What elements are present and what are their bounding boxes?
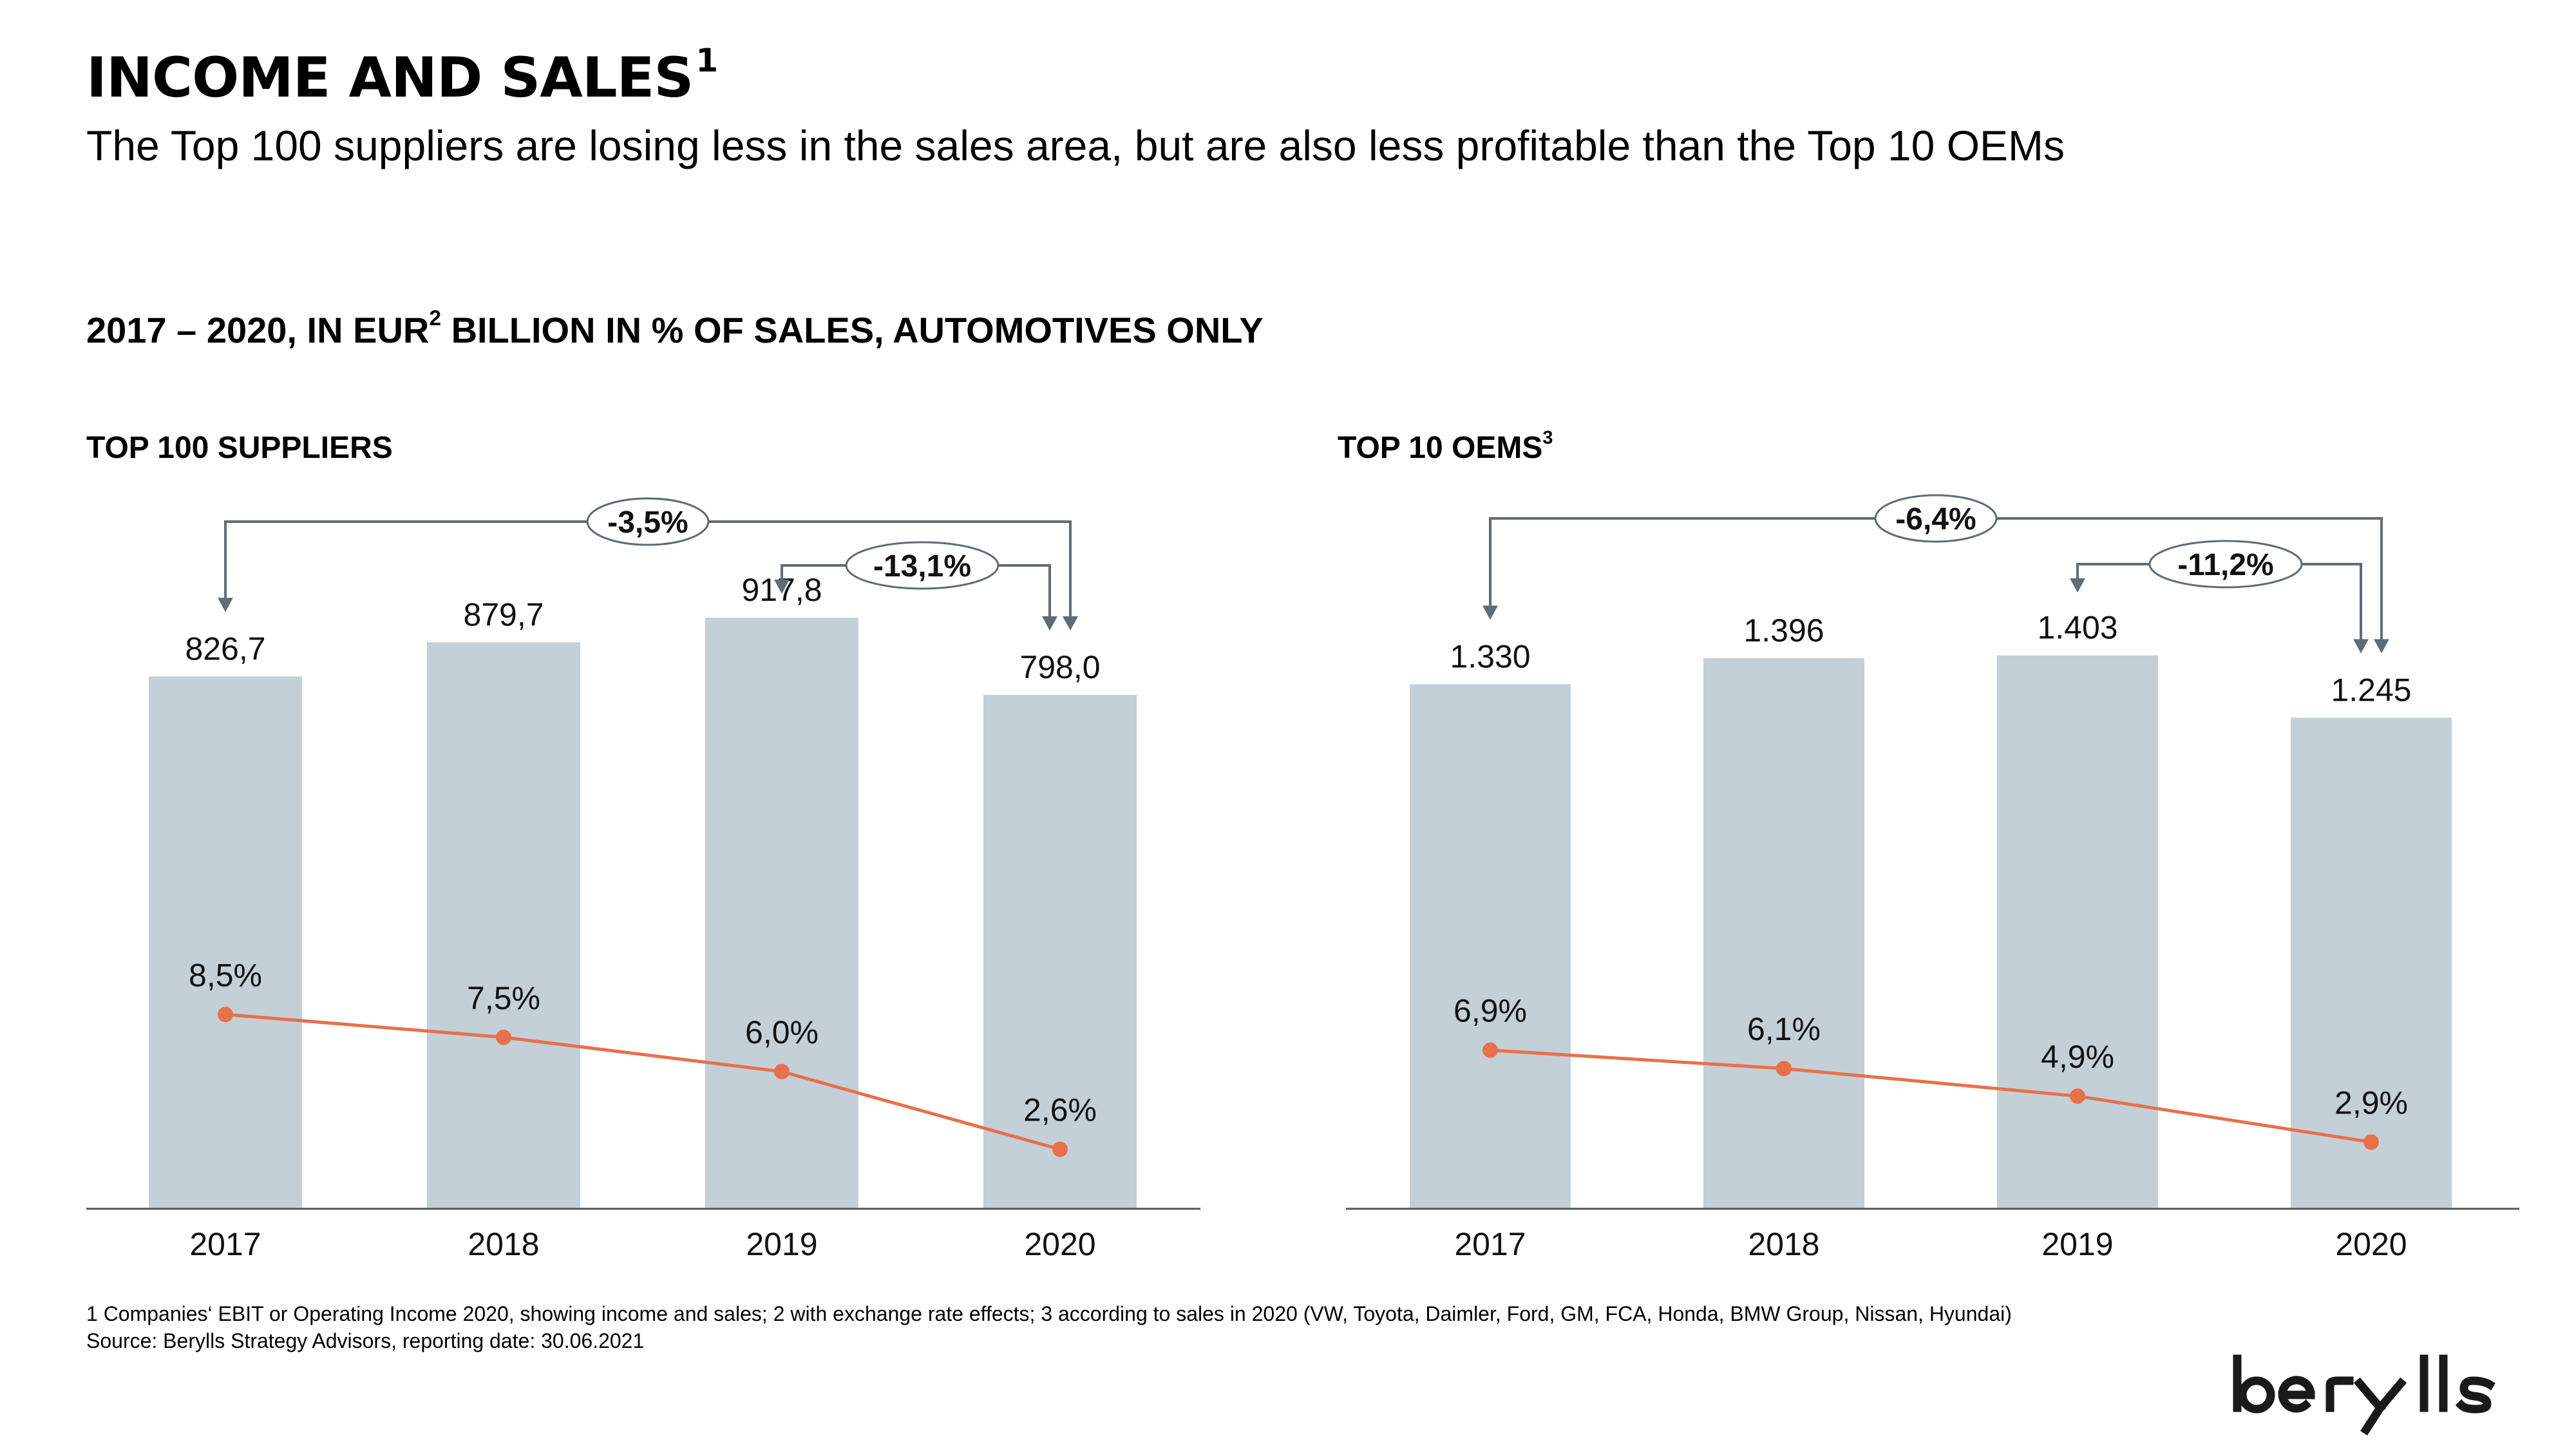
bracket-arrow-icon bbox=[1042, 616, 1057, 630]
bracket-arrow-icon bbox=[2070, 578, 2085, 592]
margin-line bbox=[1490, 1048, 2372, 1144]
change-badge bbox=[2148, 540, 2303, 589]
bracket-arrow-icon bbox=[218, 598, 233, 612]
margin-point bbox=[2070, 1088, 2085, 1104]
bar bbox=[149, 676, 302, 1209]
margin-line bbox=[225, 1012, 1061, 1151]
margin-point bbox=[218, 1007, 233, 1023]
margin-label: 6,0% bbox=[745, 1014, 819, 1050]
bracket-arrow-icon bbox=[1482, 605, 1498, 620]
bracket-arrow-icon bbox=[2374, 639, 2389, 654]
berylls-logo: berylls bbox=[2233, 1354, 2496, 1435]
x-tick-label: 2020 bbox=[1024, 1226, 1095, 1262]
bar bbox=[1997, 655, 2158, 1209]
margin-point bbox=[1052, 1141, 1068, 1157]
panel-title-oems: TOP 10 OEMS3 bbox=[1338, 428, 1553, 465]
x-tick-label: 2018 bbox=[1748, 1226, 1819, 1262]
margin-label: 6,9% bbox=[1454, 993, 1527, 1029]
margin-label: 7,5% bbox=[467, 980, 540, 1016]
bar bbox=[1410, 684, 1571, 1209]
x-tick-label: 2020 bbox=[2335, 1226, 2407, 1262]
change-badge-label: -13,1% bbox=[873, 549, 971, 583]
margin-label: 4,9% bbox=[2041, 1039, 2114, 1075]
page-subtitle: The Top 100 suppliers are losing less in… bbox=[86, 122, 2065, 169]
bar-value-label: 879,7 bbox=[463, 596, 544, 632]
x-tick-label: 2018 bbox=[468, 1226, 539, 1262]
x-tick-label: 2019 bbox=[746, 1226, 817, 1262]
bar bbox=[983, 695, 1137, 1209]
bar bbox=[427, 642, 580, 1209]
panel-title-suppliers: TOP 100 SUPPLIERS bbox=[86, 431, 393, 465]
change-badge bbox=[586, 497, 710, 546]
margin-label: 6,1% bbox=[1747, 1011, 1821, 1047]
margin-label: 2,9% bbox=[2334, 1084, 2408, 1121]
bar-value-label: 826,7 bbox=[185, 630, 265, 667]
margin-point bbox=[2363, 1134, 2379, 1150]
margin-point bbox=[1482, 1042, 1498, 1058]
change-badge bbox=[1874, 494, 1998, 543]
bar-value-label: 1.396 bbox=[1743, 612, 1824, 649]
section-heading: 2017 – 2020, IN EUR2 BILLION IN % OF SAL… bbox=[86, 307, 1264, 350]
source-line: Source: Berylls Strategy Advisors, repor… bbox=[86, 1329, 645, 1352]
margin-label: 8,5% bbox=[189, 957, 262, 993]
margin-point bbox=[774, 1064, 790, 1079]
bar bbox=[1703, 658, 1864, 1209]
footnote-line: 1 Companies‘ EBIT or Operating Income 20… bbox=[86, 1302, 2012, 1325]
bar-value-label: 1.403 bbox=[2037, 610, 2117, 646]
x-tick-label: 2019 bbox=[2041, 1226, 2113, 1262]
bracket-arrow-icon bbox=[2353, 639, 2369, 654]
change-badge-label: -6,4% bbox=[1895, 502, 1976, 536]
bar bbox=[2291, 717, 2452, 1209]
change-badge-label: -11,2% bbox=[2177, 548, 2273, 582]
x-tick-label: 2017 bbox=[1454, 1226, 1526, 1262]
change-badge bbox=[845, 541, 999, 590]
x-tick-label: 2017 bbox=[189, 1226, 261, 1262]
bracket-arrow-icon bbox=[774, 580, 790, 594]
bar-value-label: 1.245 bbox=[2331, 672, 2411, 708]
bar-value-label: 1.330 bbox=[1450, 638, 1530, 674]
change-badge-label: -3,5% bbox=[607, 506, 688, 540]
bracket-arrow-icon bbox=[1063, 616, 1078, 630]
bar-value-label: 798,0 bbox=[1019, 649, 1100, 685]
margin-point bbox=[496, 1029, 511, 1045]
margin-label: 2,6% bbox=[1023, 1092, 1097, 1128]
footnotes: 1 Companies‘ EBIT or Operating Income 20… bbox=[86, 1301, 2012, 1354]
bar bbox=[705, 618, 858, 1209]
margin-point bbox=[1776, 1061, 1792, 1077]
page-title: INCOME AND SALES1 bbox=[86, 42, 718, 110]
